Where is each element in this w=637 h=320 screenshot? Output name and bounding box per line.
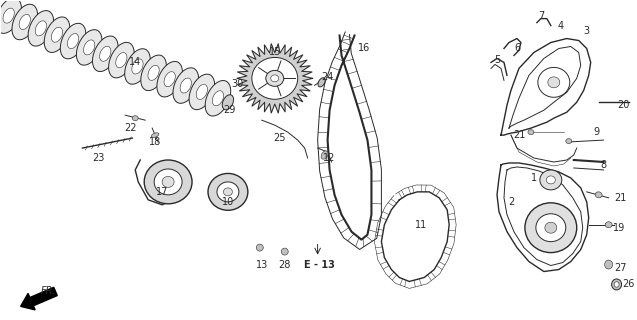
Ellipse shape (44, 17, 69, 52)
Text: 2: 2 (508, 197, 514, 207)
Ellipse shape (605, 260, 613, 269)
Ellipse shape (108, 42, 134, 78)
Ellipse shape (116, 52, 127, 68)
Ellipse shape (68, 34, 79, 49)
Text: 5: 5 (494, 55, 500, 65)
Ellipse shape (528, 130, 534, 135)
Ellipse shape (189, 74, 215, 110)
Ellipse shape (92, 36, 118, 72)
Ellipse shape (547, 176, 555, 184)
Ellipse shape (252, 58, 297, 99)
Ellipse shape (271, 75, 279, 82)
Text: 18: 18 (149, 137, 161, 147)
Ellipse shape (282, 248, 288, 255)
Ellipse shape (132, 59, 143, 74)
Text: 15: 15 (269, 47, 281, 58)
Text: 20: 20 (617, 100, 630, 110)
Ellipse shape (212, 91, 224, 106)
Text: 13: 13 (255, 260, 268, 269)
Text: 10: 10 (222, 197, 234, 207)
Text: FR.: FR. (41, 286, 56, 296)
Text: 28: 28 (278, 260, 291, 269)
Ellipse shape (173, 68, 199, 103)
Ellipse shape (196, 84, 208, 100)
Ellipse shape (152, 133, 159, 137)
Text: 26: 26 (622, 279, 634, 290)
Text: 3: 3 (583, 26, 590, 36)
Ellipse shape (28, 11, 54, 46)
Text: 16: 16 (359, 44, 371, 53)
Ellipse shape (222, 95, 234, 110)
Ellipse shape (164, 72, 175, 87)
Ellipse shape (540, 170, 562, 190)
Ellipse shape (536, 214, 566, 242)
Ellipse shape (144, 160, 192, 204)
Text: 12: 12 (324, 153, 336, 163)
Ellipse shape (525, 203, 576, 252)
Ellipse shape (548, 77, 560, 88)
Text: 4: 4 (558, 20, 564, 31)
Ellipse shape (538, 68, 569, 97)
Text: E - 13: E - 13 (304, 260, 335, 269)
Text: 1: 1 (531, 173, 537, 183)
Text: 6: 6 (514, 44, 520, 53)
Polygon shape (237, 44, 313, 113)
Ellipse shape (99, 46, 111, 61)
Text: 25: 25 (273, 133, 286, 143)
Ellipse shape (180, 78, 191, 93)
Ellipse shape (0, 0, 22, 33)
Ellipse shape (318, 78, 326, 87)
Text: 11: 11 (415, 220, 427, 230)
Text: 9: 9 (594, 127, 600, 137)
Ellipse shape (19, 14, 31, 29)
Ellipse shape (266, 70, 283, 86)
Text: 21: 21 (615, 193, 627, 203)
Text: 21: 21 (513, 130, 525, 140)
Ellipse shape (125, 49, 150, 84)
Ellipse shape (148, 65, 159, 80)
Ellipse shape (566, 139, 572, 144)
Ellipse shape (157, 61, 182, 97)
Text: 27: 27 (614, 262, 627, 273)
Ellipse shape (605, 222, 612, 228)
Text: 7: 7 (538, 11, 544, 20)
Ellipse shape (224, 188, 233, 196)
Text: 24: 24 (322, 72, 334, 82)
Ellipse shape (61, 23, 86, 59)
FancyArrow shape (20, 287, 57, 310)
Ellipse shape (3, 8, 14, 23)
Ellipse shape (162, 176, 174, 188)
Text: 8: 8 (601, 160, 606, 170)
Ellipse shape (612, 279, 622, 290)
Text: 14: 14 (129, 57, 141, 68)
Ellipse shape (595, 192, 602, 198)
Ellipse shape (614, 282, 619, 287)
Ellipse shape (154, 169, 182, 195)
Text: 22: 22 (124, 123, 136, 133)
Text: 17: 17 (156, 187, 168, 197)
Ellipse shape (256, 244, 263, 251)
Ellipse shape (545, 222, 557, 233)
Text: 30: 30 (232, 79, 244, 89)
Ellipse shape (52, 27, 62, 42)
Ellipse shape (76, 30, 102, 65)
Text: 29: 29 (224, 105, 236, 115)
Ellipse shape (217, 182, 239, 202)
Ellipse shape (141, 55, 166, 91)
Ellipse shape (321, 151, 328, 159)
Ellipse shape (83, 40, 95, 55)
Ellipse shape (132, 116, 138, 121)
Ellipse shape (35, 21, 47, 36)
Text: 23: 23 (92, 153, 104, 163)
Ellipse shape (12, 4, 38, 40)
Ellipse shape (205, 81, 231, 116)
Text: 19: 19 (612, 223, 625, 233)
Ellipse shape (208, 173, 248, 210)
